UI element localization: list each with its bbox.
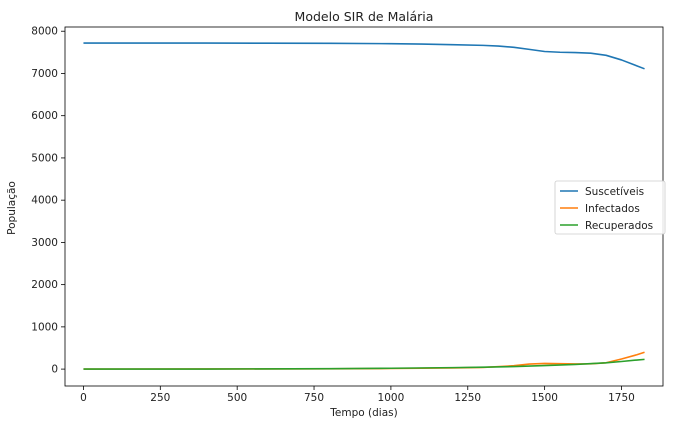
y-tick-label: 5000 xyxy=(31,152,58,164)
x-tick-label: 1250 xyxy=(454,392,481,404)
x-tick-label: 750 xyxy=(304,392,324,404)
y-tick-label: 1000 xyxy=(31,321,58,333)
y-tick-label: 7000 xyxy=(31,68,58,80)
y-axis-label: População xyxy=(6,181,18,235)
series-line-2 xyxy=(83,351,645,370)
series-layer xyxy=(83,42,645,370)
x-tick-label: 250 xyxy=(150,392,170,404)
x-tick-label: 500 xyxy=(227,392,247,404)
series-line-3 xyxy=(83,358,645,370)
y-tick-label: 4000 xyxy=(31,195,58,207)
x-tick-label: 1750 xyxy=(608,392,635,404)
y-tick-label: 6000 xyxy=(31,110,58,122)
y-tick-label: 0 xyxy=(51,364,58,376)
chart-title: Modelo SIR de Malária xyxy=(295,9,434,24)
legend: Suscetíveis Infectados Recuperados xyxy=(554,180,666,235)
legend-label: Infectados xyxy=(585,203,640,215)
x-axis-ticks: 0 250 500 750 1000 1250 1500 1750 xyxy=(80,386,635,404)
y-tick-label: 2000 xyxy=(31,279,58,291)
x-tick-label: 0 xyxy=(80,392,87,404)
y-tick-label: 3000 xyxy=(31,237,58,249)
legend-box xyxy=(554,180,666,235)
x-tick-label: 1500 xyxy=(531,392,558,404)
legend-label: Recuperados xyxy=(585,220,653,232)
x-axis-label: Tempo (dias) xyxy=(329,407,397,419)
series-line-1 xyxy=(83,42,645,70)
legend-label: Suscetíveis xyxy=(585,186,644,198)
x-tick-label: 1000 xyxy=(378,392,405,404)
y-tick-label: 8000 xyxy=(31,26,58,38)
y-axis-ticks: 0 1000 2000 3000 4000 5000 6000 7000 8000 xyxy=(31,26,65,376)
